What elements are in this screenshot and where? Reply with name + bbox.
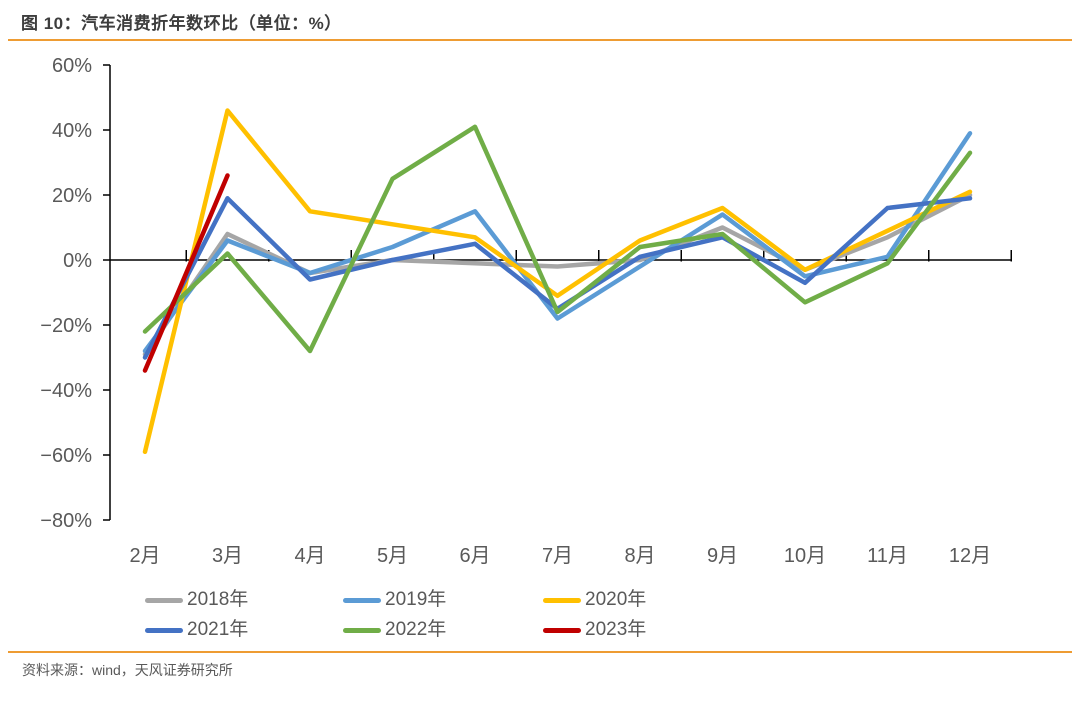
legend-swatch-2021年 bbox=[145, 627, 183, 633]
legend-label: 2021年 bbox=[187, 619, 249, 640]
x-axis-label: 5月 bbox=[377, 545, 408, 567]
legend-swatch-2022年 bbox=[343, 627, 381, 633]
series-line-2019年 bbox=[142, 131, 973, 354]
x-axis-label: 8月 bbox=[624, 545, 655, 567]
y-axis-label: −40% bbox=[40, 380, 92, 402]
x-axis-label: 11月 bbox=[867, 545, 908, 567]
legend-label: 2023年 bbox=[585, 619, 647, 640]
series-line-2018年 bbox=[142, 192, 973, 357]
legend-swatch-2020年 bbox=[543, 597, 581, 603]
x-axis-label: 6月 bbox=[459, 545, 490, 567]
legend-label: 2022年 bbox=[385, 619, 447, 640]
legend-item-2019年: 2019年 bbox=[343, 588, 446, 612]
x-axis-label: 4月 bbox=[294, 545, 325, 567]
y-axis-label: 40% bbox=[52, 120, 92, 142]
legend-item-2022年: 2022年 bbox=[343, 618, 446, 642]
x-axis-label: 9月 bbox=[707, 545, 738, 567]
y-axis-label: 60% bbox=[52, 55, 92, 77]
y-axis-label: 0% bbox=[63, 250, 92, 272]
series-line-2021年 bbox=[142, 196, 973, 360]
title-underline bbox=[8, 39, 1072, 41]
x-axis-label: 3月 bbox=[212, 545, 243, 567]
source-note: 资料来源：wind，天风证券研究所 bbox=[22, 662, 233, 678]
y-axis-label: 20% bbox=[52, 185, 92, 207]
y-axis-label: −20% bbox=[40, 315, 92, 337]
legend-item-2023年: 2023年 bbox=[543, 618, 646, 642]
legend-swatch-2023年 bbox=[543, 627, 581, 633]
x-axis-label: 2月 bbox=[129, 545, 160, 567]
legend-item-2020年: 2020年 bbox=[543, 588, 646, 612]
figure-title: 图 10：汽车消费折年数环比（单位：%） bbox=[21, 14, 342, 33]
legend-label: 2020年 bbox=[585, 589, 647, 610]
legend-label: 2018年 bbox=[187, 589, 249, 610]
legend-item-2018年: 2018年 bbox=[145, 588, 248, 612]
y-axis-label: −60% bbox=[40, 445, 92, 467]
y-axis-label: −80% bbox=[40, 510, 92, 532]
line-chart: 60% 40% 20% 0% −20% −40% −60% −80% 2月 3月 4月 5月 6月 7月 8… bbox=[40, 55, 1012, 567]
series-line-2022年 bbox=[142, 124, 973, 354]
series-line-2023年 bbox=[142, 173, 230, 373]
legend-swatch-2019年 bbox=[343, 597, 381, 603]
footer-divider bbox=[8, 651, 1072, 653]
x-axis-label: 12月 bbox=[949, 545, 991, 567]
legend-label: 2019年 bbox=[385, 589, 447, 610]
x-axis-label: 7月 bbox=[542, 545, 573, 567]
legend-item-2021年: 2021年 bbox=[145, 618, 248, 642]
legend-swatch-2018年 bbox=[145, 597, 183, 603]
x-axis-label: 10月 bbox=[784, 545, 826, 567]
